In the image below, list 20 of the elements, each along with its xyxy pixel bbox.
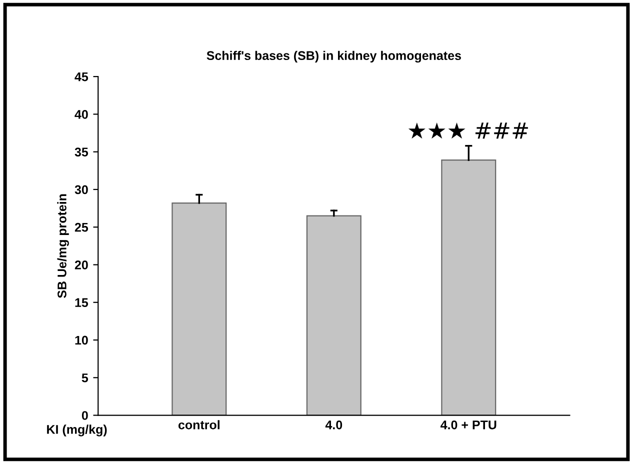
y-tick-label: 0 — [82, 411, 88, 420]
y-tick-label: 35 — [74, 148, 88, 156]
annotation: ★★★ ### — [408, 122, 528, 139]
y-tick-label: 10 — [75, 336, 88, 345]
y-tick-label: 40 — [74, 110, 88, 119]
y-tick-label: 5 — [82, 374, 88, 382]
x-tick-label: control — [178, 420, 220, 430]
y-tick-label: 45 — [74, 72, 88, 82]
y-tick-label: 30 — [74, 185, 88, 194]
chart-title: Schiff's bases (SB) in kidney homogenates — [206, 50, 461, 63]
bar — [172, 202, 227, 416]
x-tick-label: 4.0 — [325, 420, 342, 430]
y-tick-label: 15 — [75, 298, 88, 308]
y-axis-title: SB Ue/mg protein — [57, 194, 69, 298]
bar — [306, 215, 362, 416]
bar — [441, 160, 496, 416]
x-axis-title: KI (mg/kg) — [47, 424, 107, 436]
x-tick-label: 4.0 + PTU — [440, 420, 496, 430]
y-tick-label: 25 — [74, 222, 88, 232]
y-tick-label: 20 — [74, 260, 88, 270]
